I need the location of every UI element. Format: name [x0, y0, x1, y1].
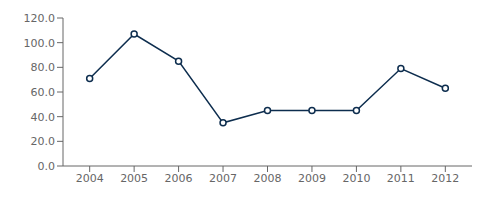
svg-text:2005: 2005 — [120, 172, 148, 185]
svg-text:100.0: 100.0 — [24, 37, 56, 50]
svg-text:2004: 2004 — [76, 172, 104, 185]
svg-text:2012: 2012 — [431, 172, 459, 185]
svg-text:2010: 2010 — [342, 172, 370, 185]
svg-text:40.0: 40.0 — [31, 111, 56, 124]
svg-text:120.0: 120.0 — [24, 12, 56, 25]
svg-text:2008: 2008 — [254, 172, 282, 185]
svg-text:60.0: 60.0 — [31, 86, 56, 99]
svg-text:2009: 2009 — [298, 172, 326, 185]
svg-text:2006: 2006 — [165, 172, 193, 185]
svg-text:0.0: 0.0 — [38, 160, 56, 173]
svg-text:20.0: 20.0 — [31, 135, 56, 148]
svg-text:2011: 2011 — [387, 172, 415, 185]
svg-text:2007: 2007 — [209, 172, 237, 185]
svg-text:80.0: 80.0 — [31, 61, 56, 74]
